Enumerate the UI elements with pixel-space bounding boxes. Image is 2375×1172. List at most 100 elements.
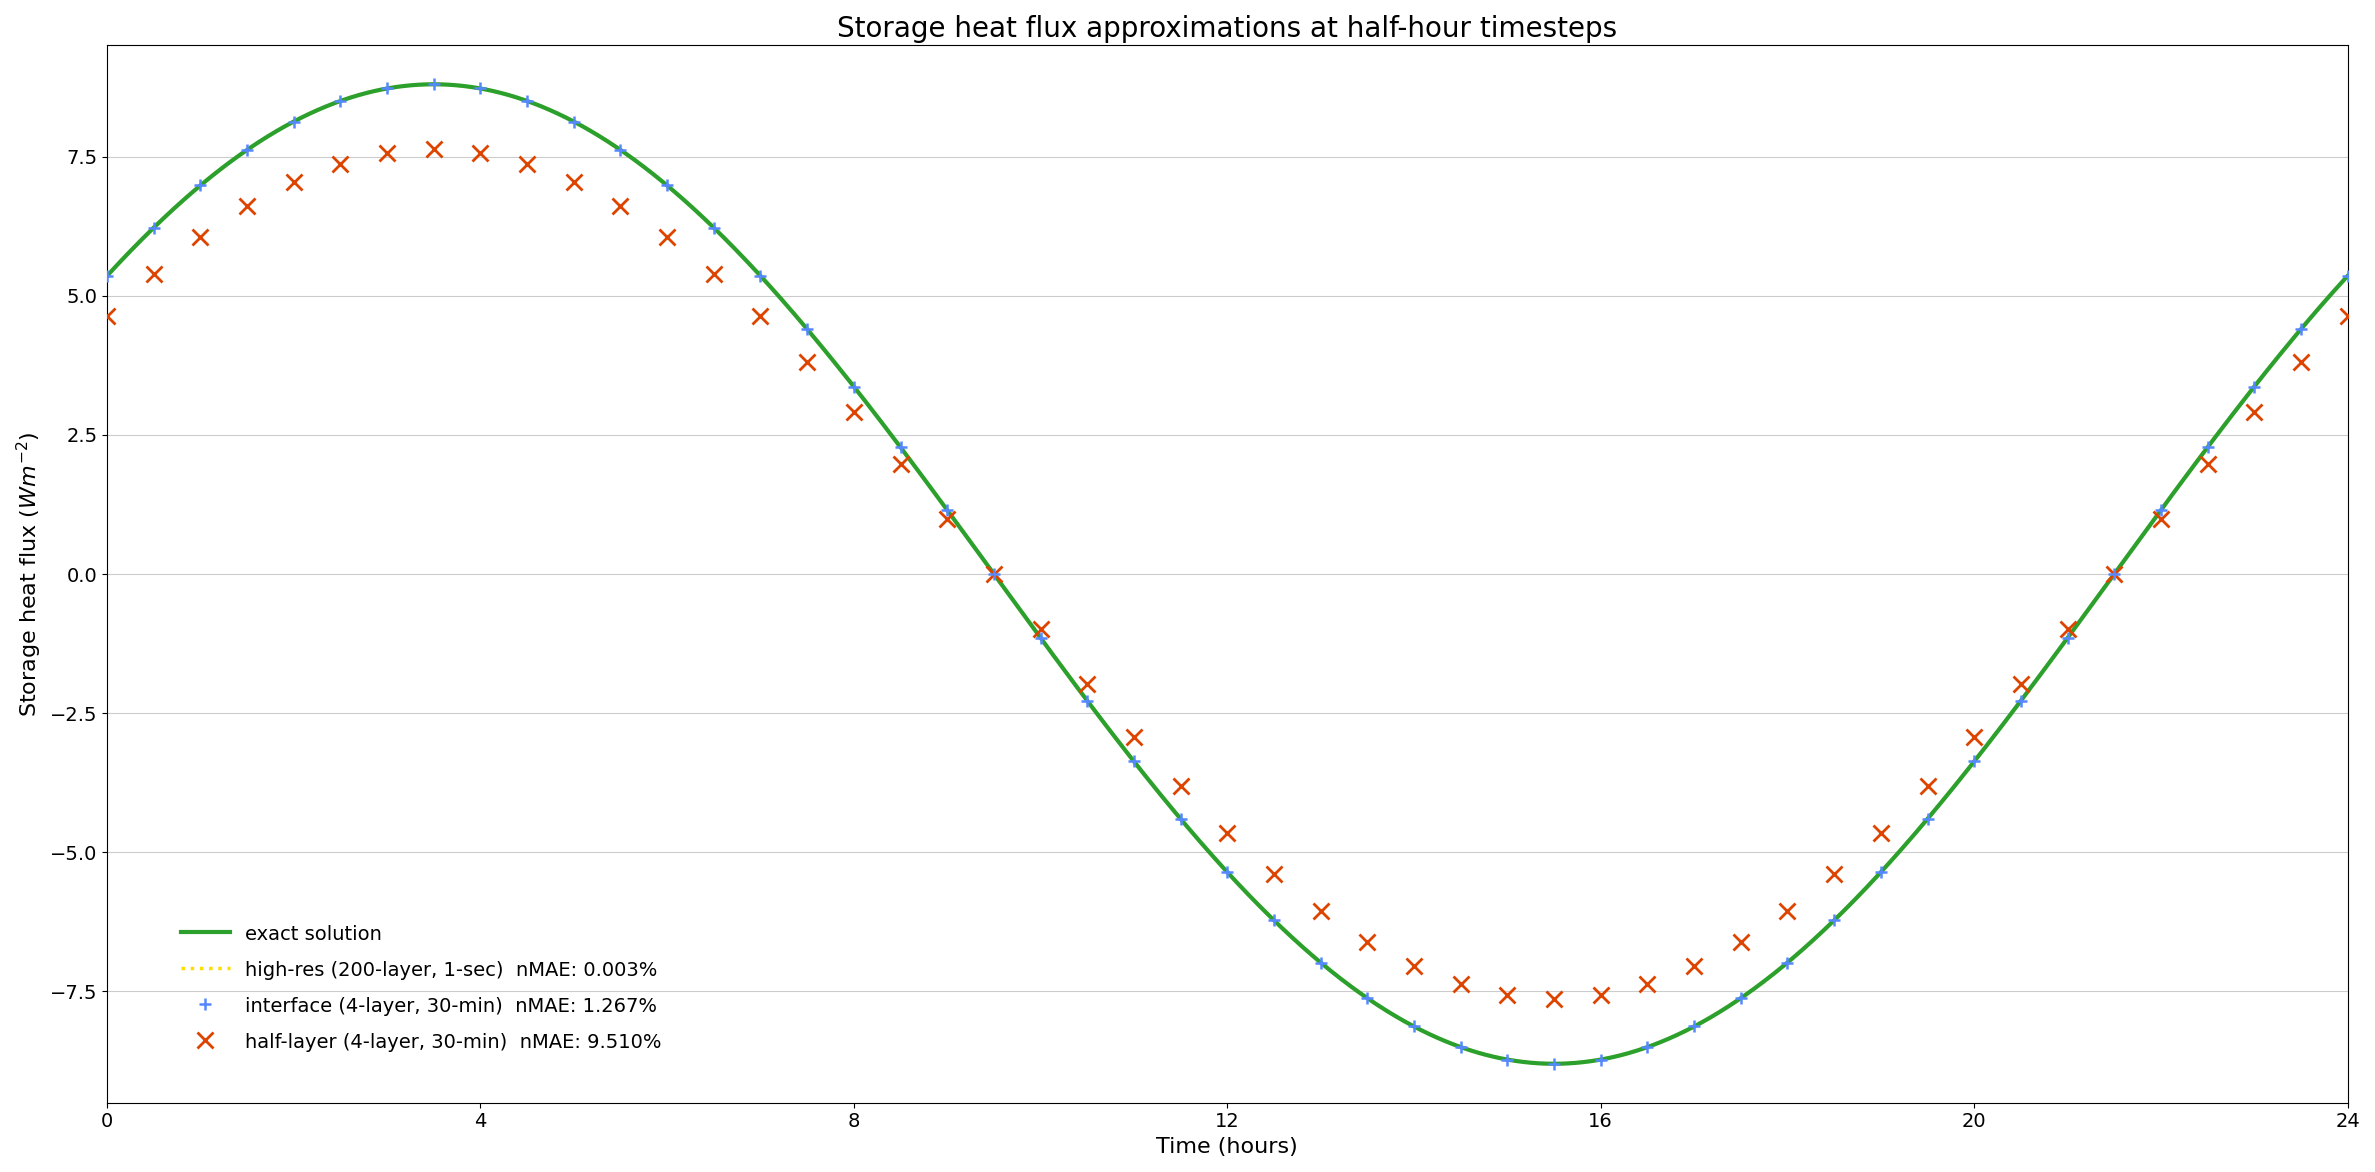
high-res (200-layer, 1-sec)  nMAE: 0.003%: (0, 5.36): 0.003%: (0, 5.36) (93, 268, 121, 282)
interface (4-layer, 30-min)  nMAE: 1.267%: (23.5, 4.4): 1.267%: (23.5, 4.4) (2287, 322, 2316, 336)
interface (4-layer, 30-min)  nMAE: 1.267%: (0.5, 6.22): 1.267%: (0.5, 6.22) (140, 220, 169, 234)
interface (4-layer, 30-min)  nMAE: 1.267%: (4, 8.72): 1.267%: (4, 8.72) (466, 81, 494, 95)
half-layer (4-layer, 30-min)  nMAE: 9.510%: (24, 4.64): 9.510%: (24, 4.64) (2332, 308, 2361, 322)
interface (4-layer, 30-min)  nMAE: 1.267%: (23, 3.37): 1.267%: (23, 3.37) (2240, 380, 2268, 394)
interface (4-layer, 30-min)  nMAE: 1.267%: (3.5, 8.8): 1.267%: (3.5, 8.8) (420, 77, 449, 91)
Y-axis label: Storage heat flux ($Wm^{-2}$): Storage heat flux ($Wm^{-2}$) (14, 431, 45, 717)
half-layer (4-layer, 30-min)  nMAE: 9.510%: (8, 2.92): 9.510%: (8, 2.92) (841, 404, 869, 418)
half-layer (4-layer, 30-min)  nMAE: 9.510%: (23.5, 3.81): 9.510%: (23.5, 3.81) (2287, 355, 2316, 369)
high-res (200-layer, 1-sec)  nMAE: 0.003%: (2.74, 8.62): 0.003%: (2.74, 8.62) (349, 87, 378, 101)
interface (4-layer, 30-min)  nMAE: 1.267%: (21, -1.15): 1.267%: (21, -1.15) (2054, 631, 2083, 645)
half-layer (4-layer, 30-min)  nMAE: 9.510%: (2.5, 7.37): 9.510%: (2.5, 7.37) (325, 157, 354, 171)
exact solution (349, 87, 378, 101)
interface (4-layer, 30-min)  nMAE: 1.267%: (12, -5.36): 1.267%: (12, -5.36) (1214, 865, 1242, 879)
interface (4-layer, 30-min)  nMAE: 1.267%: (16.5, -8.5): 1.267%: (16.5, -8.5) (1634, 1040, 1662, 1054)
half-layer (4-layer, 30-min)  nMAE: 9.510%: (5, 7.05): 9.510%: (5, 7.05) (560, 175, 589, 189)
interface (4-layer, 30-min)  nMAE: 1.267%: (8.5, 2.28): 1.267%: (8.5, 2.28) (886, 441, 914, 455)
half-layer (4-layer, 30-min)  nMAE: 9.510%: (7, 4.64): 9.510%: (7, 4.64) (746, 308, 774, 322)
interface (4-layer, 30-min)  nMAE: 1.267%: (14, -8.13): 1.267%: (14, -8.13) (1399, 1020, 1427, 1034)
half-layer (4-layer, 30-min)  nMAE: 9.510%: (13, -6.05): 9.510%: (13, -6.05) (1306, 904, 1335, 918)
half-layer (4-layer, 30-min)  nMAE: 9.510%: (12.5, -5.39): 9.510%: (12.5, -5.39) (1259, 867, 1287, 881)
Line: exact solution: exact solution (107, 84, 2346, 1064)
interface (4-layer, 30-min)  nMAE: 1.267%: (18, -6.98): 1.267%: (18, -6.98) (1774, 955, 1803, 969)
half-layer (4-layer, 30-min)  nMAE: 9.510%: (22, 0.996): 9.510%: (22, 0.996) (2147, 511, 2176, 525)
interface (4-layer, 30-min)  nMAE: 1.267%: (5, 8.13): 1.267%: (5, 8.13) (560, 115, 589, 129)
interface (4-layer, 30-min)  nMAE: 1.267%: (10, -1.15): 1.267%: (10, -1.15) (1026, 631, 1054, 645)
half-layer (4-layer, 30-min)  nMAE: 9.510%: (10.5, -1.97): 9.510%: (10.5, -1.97) (1074, 677, 1102, 691)
half-layer (4-layer, 30-min)  nMAE: 9.510%: (2, 7.05): 9.510%: (2, 7.05) (280, 175, 309, 189)
interface (4-layer, 30-min)  nMAE: 1.267%: (22, 1.15): 1.267%: (22, 1.15) (2147, 503, 2176, 517)
half-layer (4-layer, 30-min)  nMAE: 9.510%: (1, 6.05): 9.510%: (1, 6.05) (185, 230, 214, 244)
interface (4-layer, 30-min)  nMAE: 1.267%: (7.5, 4.4): 1.267%: (7.5, 4.4) (793, 322, 822, 336)
interface (4-layer, 30-min)  nMAE: 1.267%: (6.5, 6.22): 1.267%: (6.5, 6.22) (701, 220, 729, 234)
interface (4-layer, 30-min)  nMAE: 1.267%: (1, 6.98): 1.267%: (1, 6.98) (185, 178, 214, 192)
exact solution (482, 84, 511, 98)
high-res (200-layer, 1-sec)  nMAE: 0.003%: (23.5, 4.49): 0.003%: (23.5, 4.49) (2292, 318, 2320, 332)
interface (4-layer, 30-min)  nMAE: 1.267%: (8, 3.37): 1.267%: (8, 3.37) (841, 380, 869, 394)
interface (4-layer, 30-min)  nMAE: 1.267%: (15.5, -8.8): 1.267%: (15.5, -8.8) (1539, 1057, 1568, 1071)
half-layer (4-layer, 30-min)  nMAE: 9.510%: (0, 4.64): 9.510%: (0, 4.64) (93, 308, 121, 322)
interface (4-layer, 30-min)  nMAE: 1.267%: (6, 6.98): 1.267%: (6, 6.98) (653, 178, 682, 192)
high-res (200-layer, 1-sec)  nMAE: 0.003%: (10.3, -1.72): 0.003%: (10.3, -1.72) (1050, 662, 1078, 676)
interface (4-layer, 30-min)  nMAE: 1.267%: (3, 8.72): 1.267%: (3, 8.72) (373, 81, 401, 95)
high-res (200-layer, 1-sec)  nMAE: 0.003%: (4.17, 8.67): 0.003%: (4.17, 8.67) (482, 84, 511, 98)
half-layer (4-layer, 30-min)  nMAE: 9.510%: (15.5, -7.63): 9.510%: (15.5, -7.63) (1539, 992, 1568, 1006)
interface (4-layer, 30-min)  nMAE: 1.267%: (11, -3.37): 1.267%: (11, -3.37) (1119, 755, 1147, 769)
half-layer (4-layer, 30-min)  nMAE: 9.510%: (19, -4.64): 9.510%: (19, -4.64) (1867, 825, 1895, 839)
half-layer (4-layer, 30-min)  nMAE: 9.510%: (19.5, -3.81): 9.510%: (19.5, -3.81) (1914, 779, 1943, 793)
interface (4-layer, 30-min)  nMAE: 1.267%: (20, -3.37): 1.267%: (20, -3.37) (1959, 755, 1988, 769)
high-res (200-layer, 1-sec)  nMAE: 0.003%: (21, -1.24): 0.003%: (21, -1.24) (2050, 636, 2078, 650)
interface (4-layer, 30-min)  nMAE: 1.267%: (7, 5.36): 1.267%: (7, 5.36) (746, 268, 774, 282)
half-layer (4-layer, 30-min)  nMAE: 9.510%: (0.5, 5.39): 9.510%: (0.5, 5.39) (140, 267, 169, 281)
interface (4-layer, 30-min)  nMAE: 1.267%: (1.5, 7.62): 1.267%: (1.5, 7.62) (233, 143, 261, 157)
half-layer (4-layer, 30-min)  nMAE: 9.510%: (21, -0.996): 9.510%: (21, -0.996) (2054, 622, 2083, 636)
exact solution (93, 268, 121, 282)
half-layer (4-layer, 30-min)  nMAE: 9.510%: (3.5, 7.63): 9.510%: (3.5, 7.63) (420, 142, 449, 156)
half-layer (4-layer, 30-min)  nMAE: 9.510%: (18.5, -5.39): 9.510%: (18.5, -5.39) (1819, 867, 1848, 881)
interface (4-layer, 30-min)  nMAE: 1.267%: (13, -6.98): 1.267%: (13, -6.98) (1306, 955, 1335, 969)
interface (4-layer, 30-min)  nMAE: 1.267%: (17, -8.13): 1.267%: (17, -8.13) (1679, 1020, 1708, 1034)
interface (4-layer, 30-min)  nMAE: 1.267%: (15, -8.72): 1.267%: (15, -8.72) (1494, 1052, 1522, 1067)
interface (4-layer, 30-min)  nMAE: 1.267%: (18.5, -6.22): 1.267%: (18.5, -6.22) (1819, 913, 1848, 927)
half-layer (4-layer, 30-min)  nMAE: 9.510%: (20.5, -1.97): 9.510%: (20.5, -1.97) (2007, 677, 2035, 691)
interface (4-layer, 30-min)  nMAE: 1.267%: (12.5, -6.22): 1.267%: (12.5, -6.22) (1259, 913, 1287, 927)
interface (4-layer, 30-min)  nMAE: 1.267%: (13.5, -7.62): 1.267%: (13.5, -7.62) (1354, 992, 1382, 1006)
half-layer (4-layer, 30-min)  nMAE: 9.510%: (13.5, -6.61): 9.510%: (13.5, -6.61) (1354, 935, 1382, 949)
interface (4-layer, 30-min)  nMAE: 1.267%: (5.5, 7.62): 1.267%: (5.5, 7.62) (606, 143, 634, 157)
exact solution (420, 77, 449, 91)
half-layer (4-layer, 30-min)  nMAE: 9.510%: (9.5, 4.67e-16): 9.510%: (9.5, 4.67e-16) (978, 567, 1007, 581)
high-res (200-layer, 1-sec)  nMAE: 0.003%: (24, 5.36): 0.003%: (24, 5.36) (2332, 268, 2361, 282)
Line: interface (4-layer, 30-min)  nMAE: 1.267%: interface (4-layer, 30-min) nMAE: 1.267% (100, 79, 2354, 1070)
interface (4-layer, 30-min)  nMAE: 1.267%: (9.5, 5.39e-16): 1.267%: (9.5, 5.39e-16) (978, 567, 1007, 581)
half-layer (4-layer, 30-min)  nMAE: 9.510%: (17.5, -6.61): 9.510%: (17.5, -6.61) (1727, 935, 1755, 949)
half-layer (4-layer, 30-min)  nMAE: 9.510%: (16, -7.56): 9.510%: (16, -7.56) (1586, 988, 1615, 1002)
interface (4-layer, 30-min)  nMAE: 1.267%: (9, 1.15): 1.267%: (9, 1.15) (933, 503, 962, 517)
interface (4-layer, 30-min)  nMAE: 1.267%: (16, -8.72): 1.267%: (16, -8.72) (1586, 1052, 1615, 1067)
half-layer (4-layer, 30-min)  nMAE: 9.510%: (9, 0.996): 9.510%: (9, 0.996) (933, 511, 962, 525)
half-layer (4-layer, 30-min)  nMAE: 9.510%: (11.5, -3.81): 9.510%: (11.5, -3.81) (1166, 779, 1195, 793)
Line: high-res (200-layer, 1-sec)  nMAE: 0.003%: high-res (200-layer, 1-sec) nMAE: 0.003% (107, 84, 2346, 1064)
half-layer (4-layer, 30-min)  nMAE: 9.510%: (17, -7.05): 9.510%: (17, -7.05) (1679, 959, 1708, 973)
Title: Storage heat flux approximations at half-hour timesteps: Storage heat flux approximations at half… (838, 15, 1617, 43)
half-layer (4-layer, 30-min)  nMAE: 9.510%: (20, -2.92): 9.510%: (20, -2.92) (1959, 729, 1988, 743)
half-layer (4-layer, 30-min)  nMAE: 9.510%: (21.5, -1.4e-15): 9.510%: (21.5, -1.4e-15) (2100, 567, 2128, 581)
half-layer (4-layer, 30-min)  nMAE: 9.510%: (4, 7.56): 9.510%: (4, 7.56) (466, 146, 494, 161)
interface (4-layer, 30-min)  nMAE: 1.267%: (4.5, 8.5): 1.267%: (4.5, 8.5) (513, 94, 542, 108)
half-layer (4-layer, 30-min)  nMAE: 9.510%: (14.5, -7.37): 9.510%: (14.5, -7.37) (1446, 977, 1475, 992)
half-layer (4-layer, 30-min)  nMAE: 9.510%: (12, -4.64): 9.510%: (12, -4.64) (1214, 825, 1242, 839)
half-layer (4-layer, 30-min)  nMAE: 9.510%: (4.5, 7.37): 9.510%: (4.5, 7.37) (513, 157, 542, 171)
half-layer (4-layer, 30-min)  nMAE: 9.510%: (7.5, 3.81): 9.510%: (7.5, 3.81) (793, 355, 822, 369)
Legend: exact solution, high-res (200-layer, 1-sec)  nMAE: 0.003%, interface (4-layer, 3: exact solution, high-res (200-layer, 1-s… (162, 904, 682, 1072)
interface (4-layer, 30-min)  nMAE: 1.267%: (20.5, -2.28): 1.267%: (20.5, -2.28) (2007, 694, 2035, 708)
high-res (200-layer, 1-sec)  nMAE: 0.003%: (15.5, -8.8): 0.003%: (15.5, -8.8) (1539, 1057, 1568, 1071)
half-layer (4-layer, 30-min)  nMAE: 9.510%: (1.5, 6.61): 9.510%: (1.5, 6.61) (233, 199, 261, 213)
high-res (200-layer, 1-sec)  nMAE: 0.003%: (3.5, 8.8): 0.003%: (3.5, 8.8) (420, 77, 449, 91)
interface (4-layer, 30-min)  nMAE: 1.267%: (2.5, 8.5): 1.267%: (2.5, 8.5) (325, 94, 354, 108)
exact solution (2050, 636, 2078, 650)
exact solution (1050, 662, 1078, 676)
exact solution (2292, 318, 2320, 332)
half-layer (4-layer, 30-min)  nMAE: 9.510%: (6, 6.05): 9.510%: (6, 6.05) (653, 230, 682, 244)
X-axis label: Time (hours): Time (hours) (1157, 1137, 1299, 1157)
half-layer (4-layer, 30-min)  nMAE: 9.510%: (15, -7.56): 9.510%: (15, -7.56) (1494, 988, 1522, 1002)
half-layer (4-layer, 30-min)  nMAE: 9.510%: (14, -7.05): 9.510%: (14, -7.05) (1399, 959, 1427, 973)
